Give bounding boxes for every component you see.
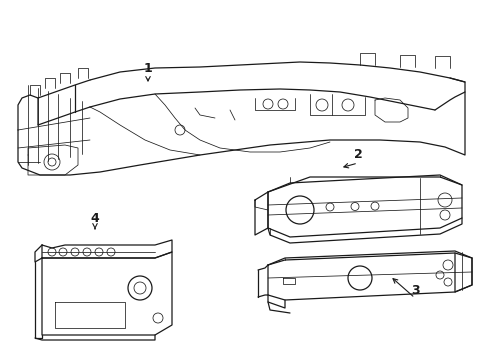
- Text: 4: 4: [90, 211, 99, 225]
- Text: 3: 3: [410, 284, 418, 297]
- Text: 2: 2: [353, 148, 362, 162]
- Text: 1: 1: [143, 62, 152, 75]
